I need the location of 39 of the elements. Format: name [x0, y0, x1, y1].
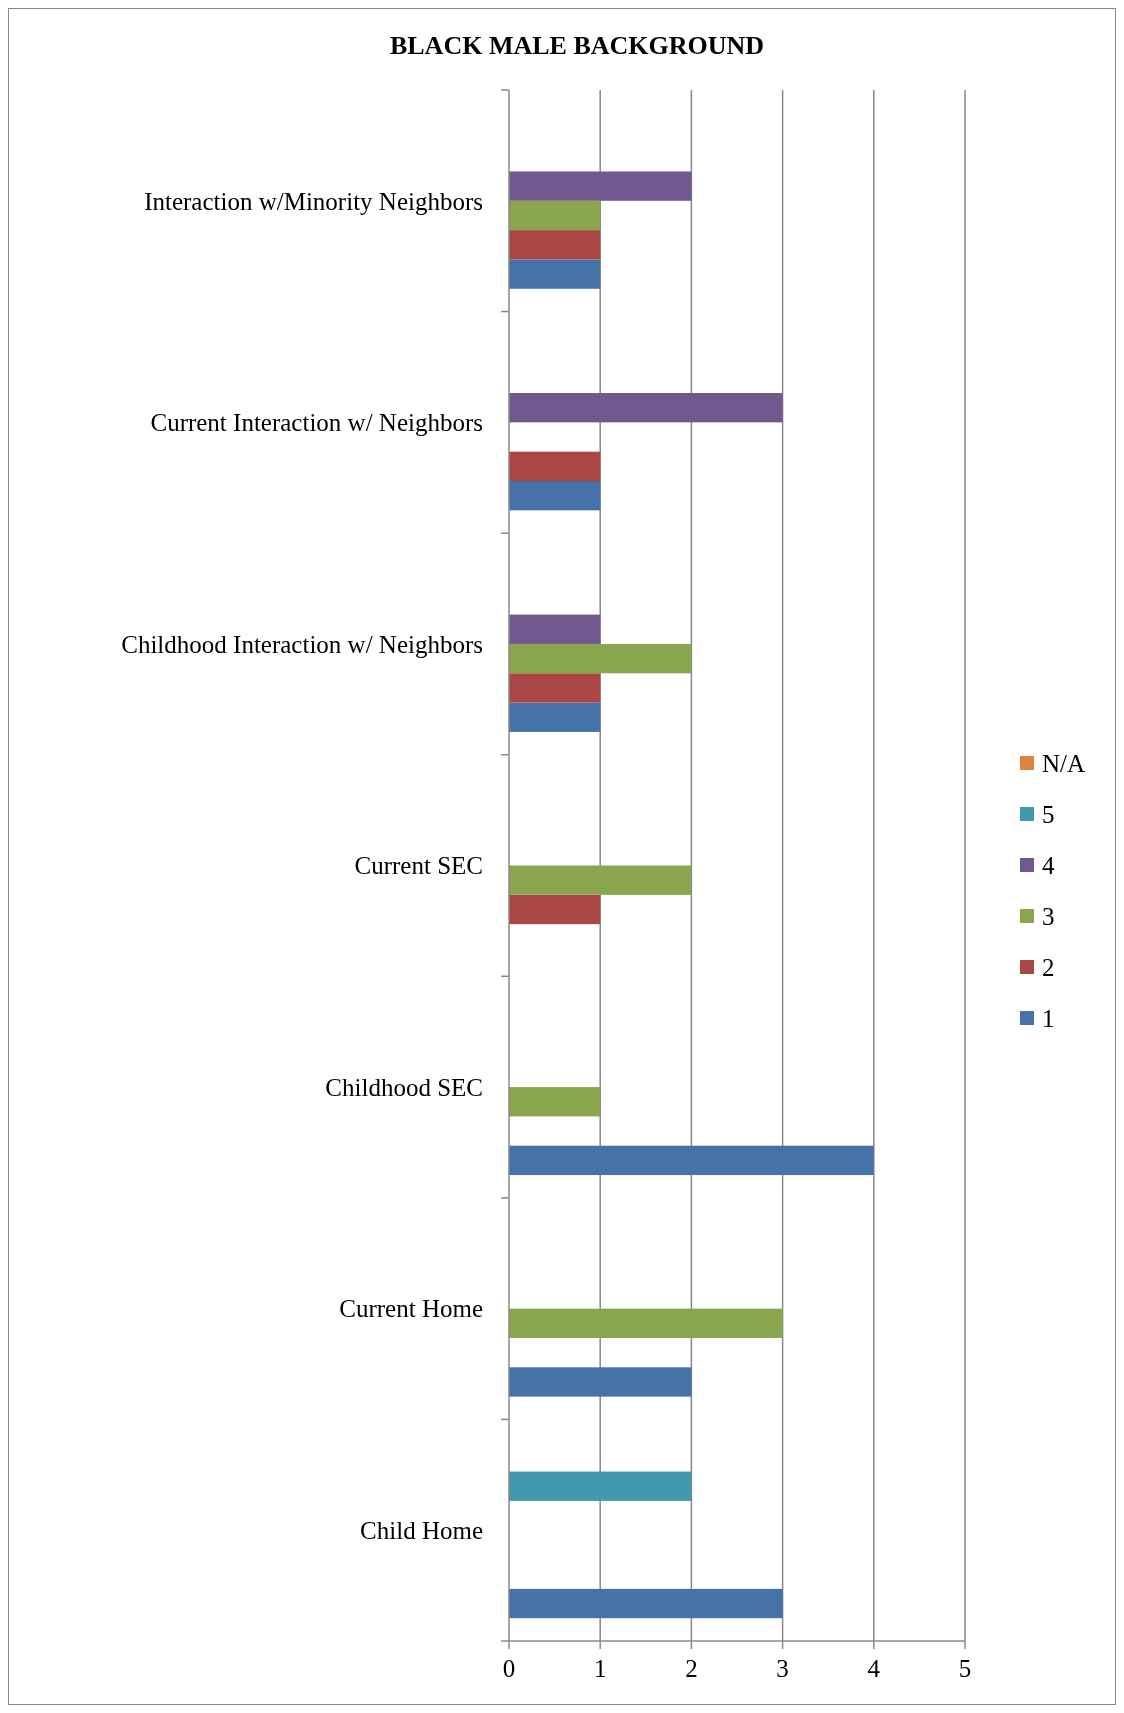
y-tick-label: Current Interaction w/ Neighbors	[150, 409, 483, 437]
y-tick-label: Childhood SEC	[325, 1073, 483, 1101]
legend-label: N/A	[1042, 749, 1086, 777]
bar	[509, 673, 601, 703]
y-tick-label: Interaction w/Minority Neighbors	[144, 187, 483, 215]
bar	[509, 894, 601, 925]
bar	[509, 451, 601, 482]
bar	[509, 481, 601, 511]
legend-label: 5	[1042, 800, 1055, 828]
x-tick-label: 5	[958, 1655, 972, 1682]
x-tick-label: 0	[502, 1655, 516, 1682]
bar	[509, 259, 601, 289]
x-tick-label: 2	[685, 1655, 698, 1682]
x-tick-label: 3	[776, 1655, 789, 1682]
bar	[509, 393, 783, 423]
legend-label: 1	[1042, 1004, 1055, 1032]
bar	[509, 1588, 783, 1619]
bar	[509, 1087, 601, 1117]
bar	[509, 171, 692, 201]
bar	[509, 643, 692, 674]
x-tick-label: 4	[867, 1655, 881, 1682]
y-tick-label: Child Home	[360, 1516, 483, 1544]
bar	[509, 200, 601, 231]
chart-title: BLACK MALE BACKGROUND	[389, 31, 765, 60]
bar	[509, 1145, 874, 1176]
legend-label: 3	[1042, 902, 1055, 930]
bar	[509, 702, 601, 732]
x-tick-label: 1	[593, 1655, 607, 1682]
bar	[509, 1367, 692, 1397]
bar	[509, 1471, 692, 1501]
legend-label: 2	[1042, 953, 1055, 981]
bar	[509, 614, 601, 644]
y-tick-label: Childhood Interaction w/ Neighbors	[121, 630, 483, 658]
y-tick-label: Current Home	[339, 1295, 483, 1323]
bar	[509, 230, 601, 260]
bar	[509, 865, 692, 895]
bar	[509, 1308, 783, 1338]
y-tick-label: Current SEC	[354, 852, 483, 880]
legend-label: 4	[1042, 851, 1055, 879]
